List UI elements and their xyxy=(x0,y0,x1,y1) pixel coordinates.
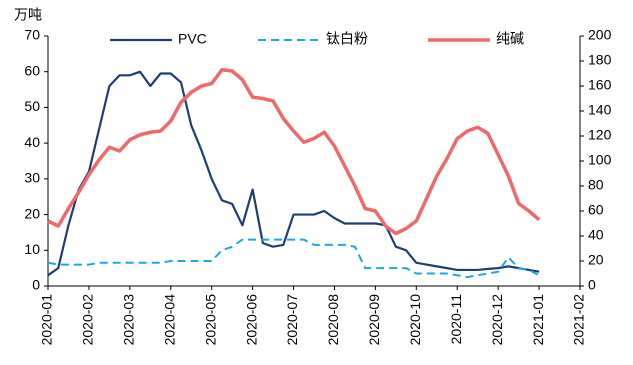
x-tick-label: 2020-01 xyxy=(39,294,55,346)
unit-label: 万吨 xyxy=(14,7,42,23)
x-tick-label: 2020-03 xyxy=(121,294,137,346)
series-line xyxy=(47,68,541,236)
x-tick-label: 2021-02 xyxy=(571,294,587,346)
y2-tick-label: 160 xyxy=(588,77,612,93)
x-tick-label: 2021-01 xyxy=(530,294,546,346)
x-tick-label: 2020-08 xyxy=(325,294,341,346)
series-line xyxy=(47,70,540,277)
x-tick-label: 2020-04 xyxy=(161,294,177,346)
x-tick-label: 2020-11 xyxy=(448,294,464,345)
y-tick-label: 0 xyxy=(32,277,40,293)
legend-label: 纯碱 xyxy=(496,31,524,47)
x-tick-label: 2020-09 xyxy=(366,294,382,346)
y-tick-label: 70 xyxy=(24,27,40,43)
legend-label: PVC xyxy=(178,31,207,47)
legend-label: 钛白粉 xyxy=(326,31,368,47)
y2-tick-label: 20 xyxy=(588,252,604,268)
y2-tick-label: 180 xyxy=(588,52,612,68)
y-tick-label: 20 xyxy=(24,205,40,221)
y2-tick-label: 120 xyxy=(588,127,612,143)
y2-tick-label: 60 xyxy=(588,202,604,218)
y-tick-label: 60 xyxy=(24,62,40,78)
y-tick-label: 10 xyxy=(24,241,40,257)
y-tick-label: 50 xyxy=(24,98,40,114)
y2-tick-label: 140 xyxy=(588,102,612,118)
series-line xyxy=(47,238,540,279)
x-tick-label: 2020-07 xyxy=(284,294,300,346)
x-tick-label: 2020-12 xyxy=(489,294,505,346)
y2-tick-label: 40 xyxy=(588,227,604,243)
y2-tick-label: 200 xyxy=(588,27,612,43)
x-tick-label: 2020-10 xyxy=(407,294,423,346)
x-tick-label: 2020-06 xyxy=(243,294,259,346)
x-tick-label: 2020-05 xyxy=(202,294,218,346)
y-tick-label: 40 xyxy=(24,134,40,150)
y2-tick-label: 100 xyxy=(588,152,612,168)
y-tick-label: 30 xyxy=(24,170,40,186)
y2-tick-label: 80 xyxy=(588,177,604,193)
x-tick-label: 2020-02 xyxy=(80,294,96,346)
y2-tick-label: 0 xyxy=(588,277,596,293)
